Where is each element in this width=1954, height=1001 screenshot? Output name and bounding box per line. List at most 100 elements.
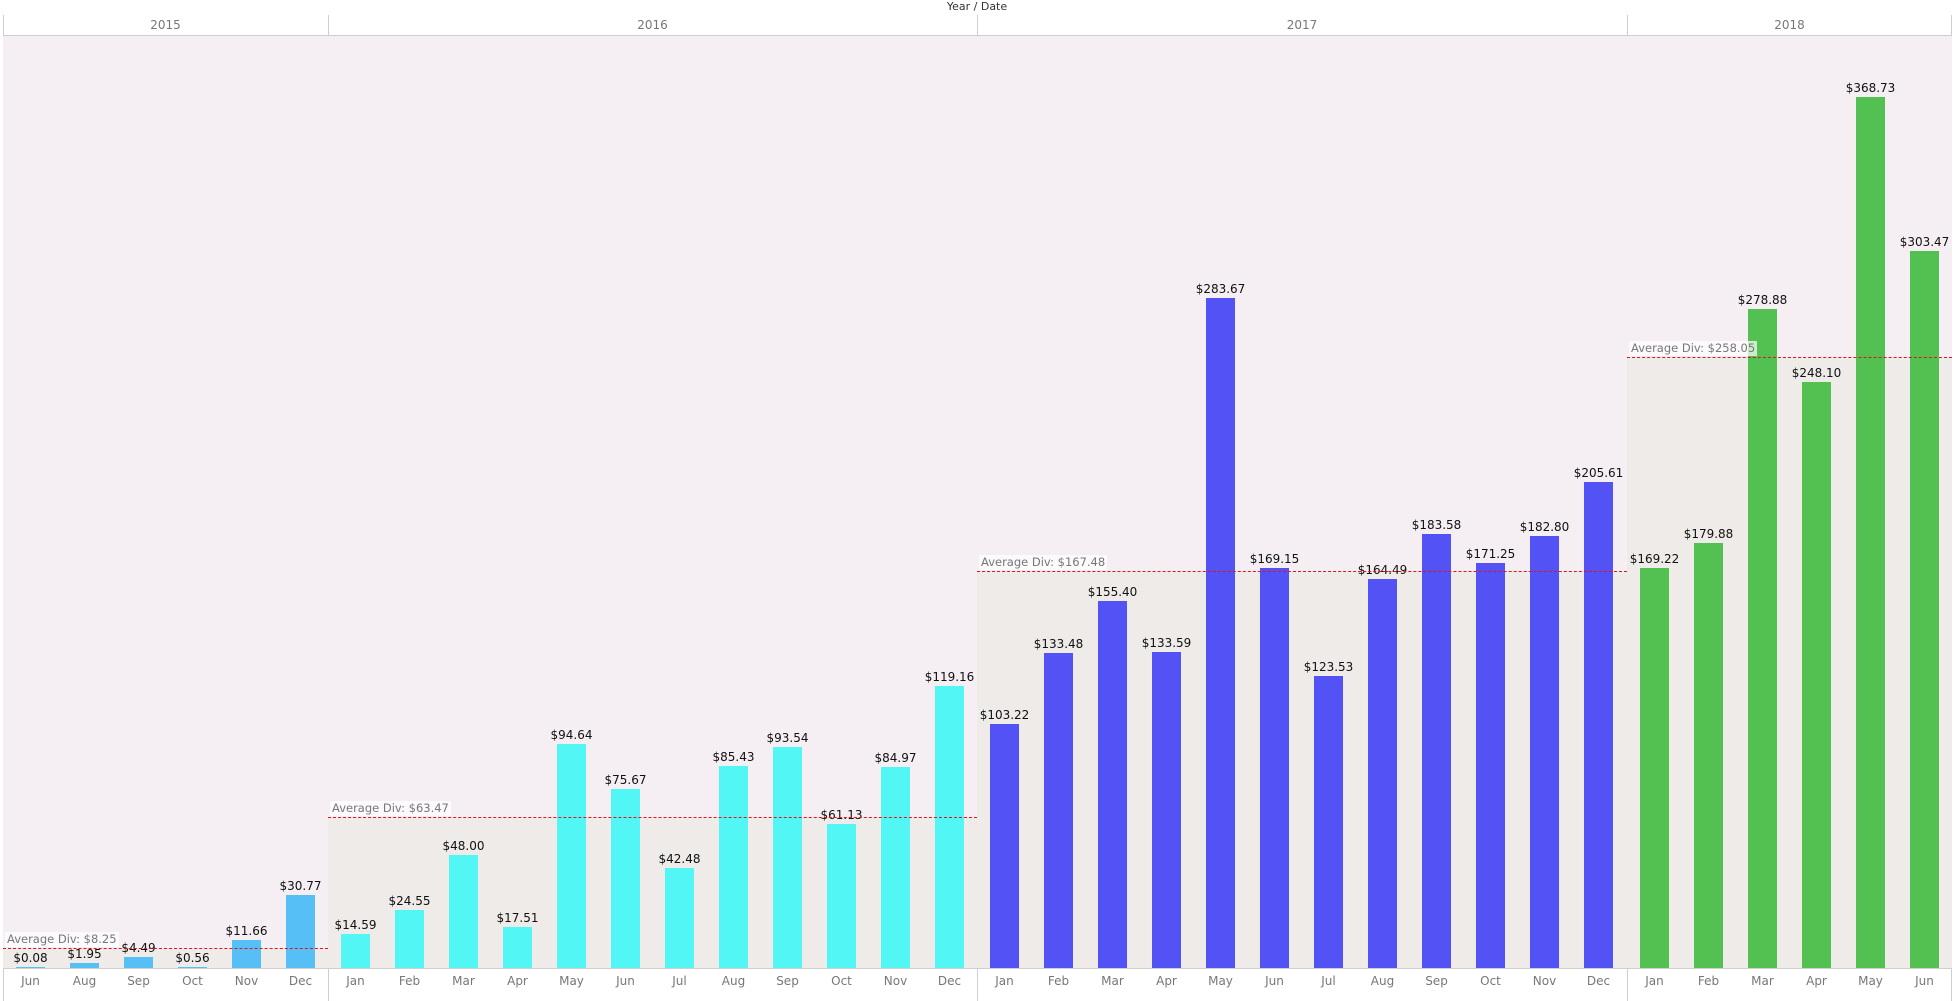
bar-2017-aug[interactable]: [1368, 579, 1397, 968]
x-tick-label: Mar: [452, 974, 475, 988]
x-tick-label: Dec: [937, 974, 962, 988]
bar-value-label: $0.56: [175, 950, 210, 965]
bar-2016-mar[interactable]: [449, 854, 478, 968]
bar-value-label: $11.66: [225, 924, 268, 939]
x-tick-label: Apr: [1156, 974, 1177, 988]
plot-area: $169.22 $179.88 $278.88 $248.10 $368.73 $303.…: [1627, 36, 1952, 968]
bar-2016-jan[interactable]: [341, 933, 370, 968]
bar-2018-may[interactable]: [1856, 96, 1885, 968]
bar-value-label: $103.22: [979, 708, 1030, 723]
bar-value-label: $1.95: [67, 947, 102, 962]
bar-2017-oct[interactable]: [1476, 563, 1505, 968]
x-tick-label: Nov: [234, 974, 259, 988]
x-tick-label: Sep: [127, 974, 150, 988]
bar-2015-oct[interactable]: [178, 966, 207, 968]
bar-value-label: $169.15: [1249, 552, 1300, 567]
average-label: Average Div: $8.25: [5, 931, 119, 947]
x-tick-label: Oct: [831, 974, 852, 988]
bar-2017-jun[interactable]: [1260, 568, 1289, 968]
bar-value-label: $169.22: [1629, 552, 1680, 567]
bar-value-label: $205.61: [1573, 466, 1624, 481]
x-tick-label: Jun: [1265, 974, 1284, 988]
bar-value-label: $164.49: [1357, 563, 1408, 578]
year-header: 2015: [3, 15, 328, 36]
average-band: [1627, 358, 1952, 968]
bar-value-label: $278.88: [1737, 293, 1788, 308]
bar-value-label: $303.47: [1899, 234, 1950, 249]
bar-2016-oct[interactable]: [827, 823, 856, 968]
bar-2018-apr[interactable]: [1802, 381, 1831, 968]
year-header: 2018: [1627, 15, 1952, 36]
x-tick-label: May: [1858, 974, 1883, 988]
x-tick-label: Oct: [1480, 974, 1501, 988]
bar-2017-jul[interactable]: [1314, 676, 1343, 968]
bar-value-label: $183.58: [1411, 518, 1462, 533]
x-tick-label: Mar: [1101, 974, 1124, 988]
bar-2015-jun[interactable]: [16, 966, 45, 968]
x-tick-label: Feb: [1697, 974, 1720, 988]
plot-area: $0.08 $1.95 $4.49 $0.56 $11.66 $30.77 Average …: [3, 36, 328, 968]
average-line: [1627, 357, 1952, 359]
x-axis-line: [977, 968, 1627, 969]
bar-2017-nov[interactable]: [1530, 536, 1559, 968]
x-tick-label: Jul: [672, 974, 687, 988]
x-tick-label: Sep: [776, 974, 799, 988]
bar-2016-jun[interactable]: [611, 789, 640, 968]
x-tick-label: May: [1208, 974, 1233, 988]
bar-value-label: $48.00: [442, 838, 485, 853]
bar-2017-dec[interactable]: [1584, 482, 1613, 968]
bar-2015-nov[interactable]: [232, 940, 261, 968]
bar-value-label: $94.64: [550, 728, 593, 743]
bar-2017-may[interactable]: [1206, 297, 1235, 968]
x-axis-line: [3, 968, 328, 969]
x-tick-label: Jun: [616, 974, 635, 988]
bar-value-label: $0.08: [13, 950, 48, 965]
x-tick-label: Jun: [1915, 974, 1934, 988]
x-tick-label: Aug: [72, 974, 97, 988]
year-header: 2016: [328, 15, 977, 36]
bar-value-label: $61.13: [820, 807, 863, 822]
bar-2018-mar[interactable]: [1748, 309, 1777, 968]
bar-2016-feb[interactable]: [395, 910, 424, 968]
bar-2016-dec[interactable]: [935, 686, 964, 968]
bar-2016-aug[interactable]: [719, 766, 748, 968]
bar-2018-jun[interactable]: [1910, 250, 1939, 968]
bar-2017-apr[interactable]: [1152, 652, 1181, 968]
bar-value-label: $17.51: [496, 910, 539, 925]
bar-2018-feb[interactable]: [1694, 542, 1723, 968]
bar-2017-sep[interactable]: [1422, 534, 1451, 968]
bar-2017-jan[interactable]: [990, 724, 1019, 968]
x-tick-label: Dec: [1586, 974, 1611, 988]
x-tick-label: Jul: [1321, 974, 1336, 988]
bar-value-label: $24.55: [388, 894, 431, 908]
bar-2017-feb[interactable]: [1044, 652, 1073, 968]
bar-2015-aug[interactable]: [70, 963, 99, 968]
bar-2017-mar[interactable]: [1098, 600, 1127, 968]
x-tick-label: Oct: [182, 974, 203, 988]
plot-area: $103.22 $133.48 $155.40 $133.59 $283.67 $169.…: [977, 36, 1627, 968]
bar-2016-sep[interactable]: [773, 746, 802, 968]
x-tick-label: May: [559, 974, 584, 988]
bar-2016-jul[interactable]: [665, 867, 694, 968]
panel-2017: 2017 $103.22 $133.48 $155.40 $133.59 $283.67 $…: [977, 15, 1627, 1001]
x-tick-label: Apr: [507, 974, 528, 988]
bar-2015-sep[interactable]: [124, 957, 153, 968]
x-tick-label: Mar: [1751, 974, 1774, 988]
x-axis-line: [328, 968, 977, 969]
bar-2018-jan[interactable]: [1640, 568, 1669, 968]
x-tick-label: Aug: [1370, 974, 1395, 988]
panel-2018: 2018 $169.22 $179.88 $278.88 $248.10 $368.73 $…: [1627, 15, 1952, 1001]
average-label: Average Div: $167.48: [979, 555, 1108, 571]
x-tick-label: Apr: [1806, 974, 1827, 988]
bar-value-label: $93.54: [766, 730, 809, 745]
bar-2015-dec[interactable]: [286, 895, 315, 968]
bar-2016-nov[interactable]: [881, 767, 910, 968]
bar-2016-may[interactable]: [557, 744, 586, 968]
x-tick-label: Dec: [288, 974, 313, 988]
x-tick-label: Jan: [1645, 974, 1664, 988]
x-tick-label: Jan: [346, 974, 365, 988]
bar-2016-apr[interactable]: [503, 926, 532, 968]
bar-value-label: $14.59: [334, 917, 377, 932]
x-tick-label: Aug: [721, 974, 746, 988]
year-header: 2017: [977, 15, 1627, 36]
